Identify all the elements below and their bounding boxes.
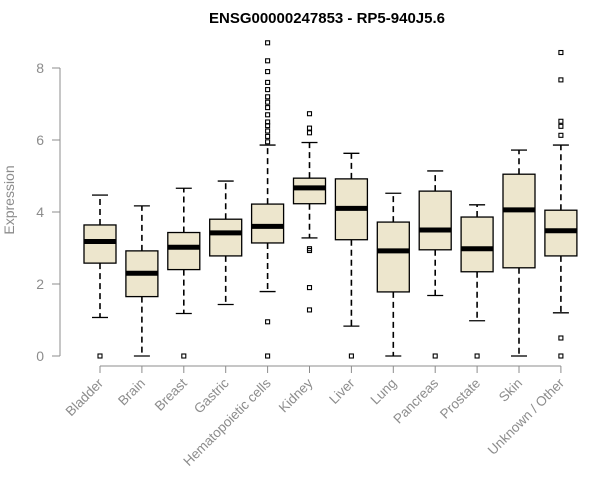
category-label: Skin [496,376,525,405]
iqr-box [83,224,117,264]
outlier-point [306,307,313,313]
outlier-point [348,353,354,359]
outlier-point [558,353,564,359]
outlier-point [306,111,313,117]
y-tick-label: 2 [36,276,44,292]
box-pancreas [418,170,452,359]
box-kidney [292,111,327,313]
y-axis: 0 2 4 6 8 [36,60,61,364]
outlier-point [558,118,564,124]
outlier-point [265,69,271,75]
outlier-point [265,79,271,85]
box-liver [334,152,369,359]
category-label: Unknown / Other [485,375,568,458]
outlier-point [306,246,313,252]
outlier-point [265,128,271,134]
y-tick-label: 8 [36,60,44,76]
y-axis-label: Expression [1,165,17,234]
box-bladder [83,194,117,359]
category-label: Kidney [276,375,316,415]
outlier-point [306,285,313,291]
outlier-point [558,49,564,56]
outlier-point [558,123,564,129]
outlier-point [97,353,103,359]
iqr-box [460,216,494,273]
outlier-point [558,132,564,138]
category-label: Lung [368,376,400,408]
outlier-point [265,319,271,325]
outlier-point [265,112,271,118]
outlier-point [474,353,480,359]
y-tick-label: 0 [36,348,44,364]
category-label: Gastric [191,375,232,416]
outlier-point [306,130,313,136]
iqr-box [376,221,410,293]
category-label: Breast [152,375,190,413]
box-skin [502,149,536,357]
category-label: Pancreas [390,375,441,426]
x-axis [99,365,562,373]
box-breast [167,187,201,359]
outlier-point [432,353,438,359]
chart-title: ENSG00000247853 - RP5-940J5.6 [209,10,445,27]
box-prostate [460,204,494,359]
iqr-box [292,177,327,205]
outlier-point [265,94,271,100]
box-gastric [209,180,243,306]
outlier-point [265,99,271,105]
outlier-point [265,139,271,145]
category-label: Brain [115,376,148,409]
category-label: Bladder [63,375,107,419]
outlier-point [265,58,271,64]
iqr-box [502,173,536,269]
box-hematopoietic-cells [250,40,285,359]
outlier-point [558,335,564,341]
iqr-box [167,231,201,271]
outlier-point [265,87,271,93]
outlier-point [265,40,271,46]
outlier-point [181,353,187,359]
category-label: Liver [326,375,358,407]
category-label: Prostate [437,376,483,422]
box-brain [125,205,159,357]
outlier-point [265,353,271,359]
iqr-box [418,190,452,251]
y-tick-label: 4 [36,204,44,220]
iqr-box [250,203,285,244]
outlier-point [306,125,313,131]
box-unknown-other [544,49,578,359]
box-lung [376,192,410,357]
outlier-point [265,133,271,139]
outlier-point [265,105,271,111]
boxes-group [83,40,578,359]
iqr-box [209,218,243,257]
y-tick-label: 6 [36,132,44,148]
outlier-point [265,119,271,125]
outlier-point [558,77,564,83]
